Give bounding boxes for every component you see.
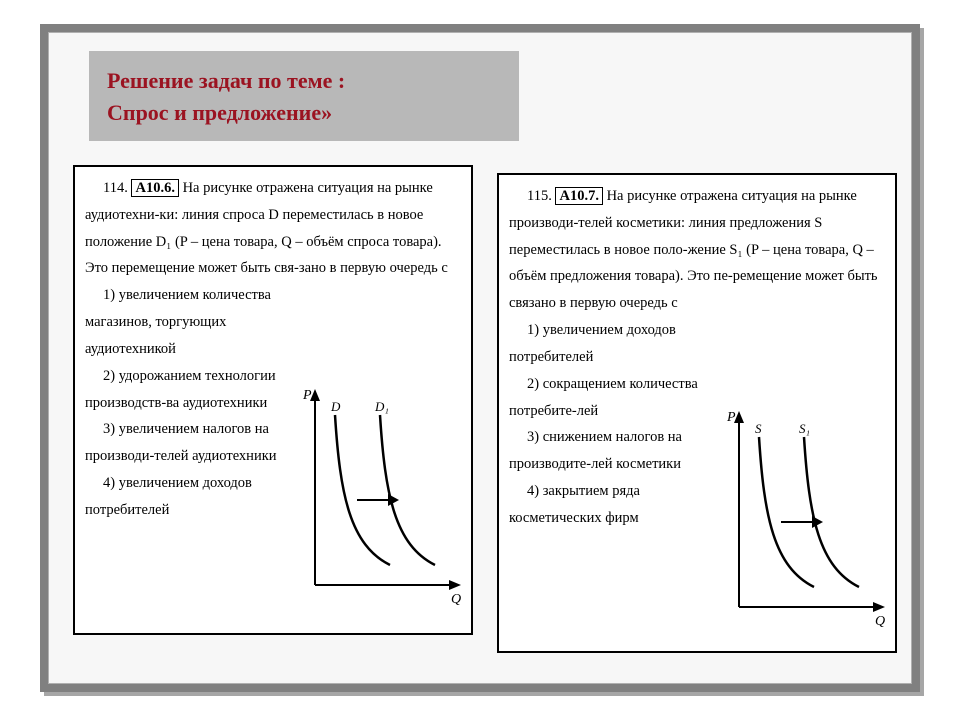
problem-left-options: 1) увеличением количества магазинов, тор… xyxy=(85,282,310,523)
x-axis-label: Q xyxy=(875,614,885,629)
option: 3) увеличением налогов на производи-теле… xyxy=(85,416,310,470)
demand-graph: P Q D D₁ xyxy=(295,385,465,615)
option: 2) сокращением количества потребите-лей xyxy=(509,371,734,425)
option: 3) снижением налогов на производите-лей … xyxy=(509,424,734,478)
supply-graph: P Q S S₁ xyxy=(719,407,889,637)
option: 1) увеличением количества магазинов, тор… xyxy=(85,282,310,362)
title-line-2: Спрос и предложение» xyxy=(107,97,501,129)
problem-right-number: 115. xyxy=(527,188,552,204)
option: 4) закрытием ряда косметических фирм xyxy=(509,478,734,532)
problem-card-right: 115. А10.7. На рисунке отражена ситуация… xyxy=(497,173,897,653)
curve-label: S xyxy=(755,421,762,436)
y-axis-label: P xyxy=(302,388,312,403)
option: 2) удорожанием технологии производств-ва… xyxy=(85,363,310,417)
x-axis-label: Q xyxy=(451,592,461,607)
curve-label: S₁ xyxy=(799,421,810,436)
curve-label: D₁ xyxy=(374,399,389,414)
problem-card-left: 114. А10.6. На рисунке отражена ситуация… xyxy=(73,165,473,635)
slide-panel: Решение задач по теме : Спрос и предложе… xyxy=(48,32,912,684)
option: 1) увеличением доходов потребителей xyxy=(509,317,734,371)
problem-left-tag: А10.6. xyxy=(131,179,178,197)
problem-left-number: 114. xyxy=(103,180,128,196)
curve-label: D xyxy=(330,399,341,414)
problem-right-intro: На рисунке отражена ситуация на рынке пр… xyxy=(509,188,878,311)
problem-right-options: 1) увеличением доходов потребителей 2) с… xyxy=(509,317,734,532)
title-block: Решение задач по теме : Спрос и предложе… xyxy=(89,51,519,141)
slide-outer-frame: Решение задач по теме : Спрос и предложе… xyxy=(40,24,920,692)
option: 4) увеличением доходов потребителей xyxy=(85,470,310,524)
problem-right-tag: А10.7. xyxy=(555,187,602,205)
title-line-1: Решение задач по теме : xyxy=(107,65,501,97)
y-axis-label: P xyxy=(726,410,736,425)
